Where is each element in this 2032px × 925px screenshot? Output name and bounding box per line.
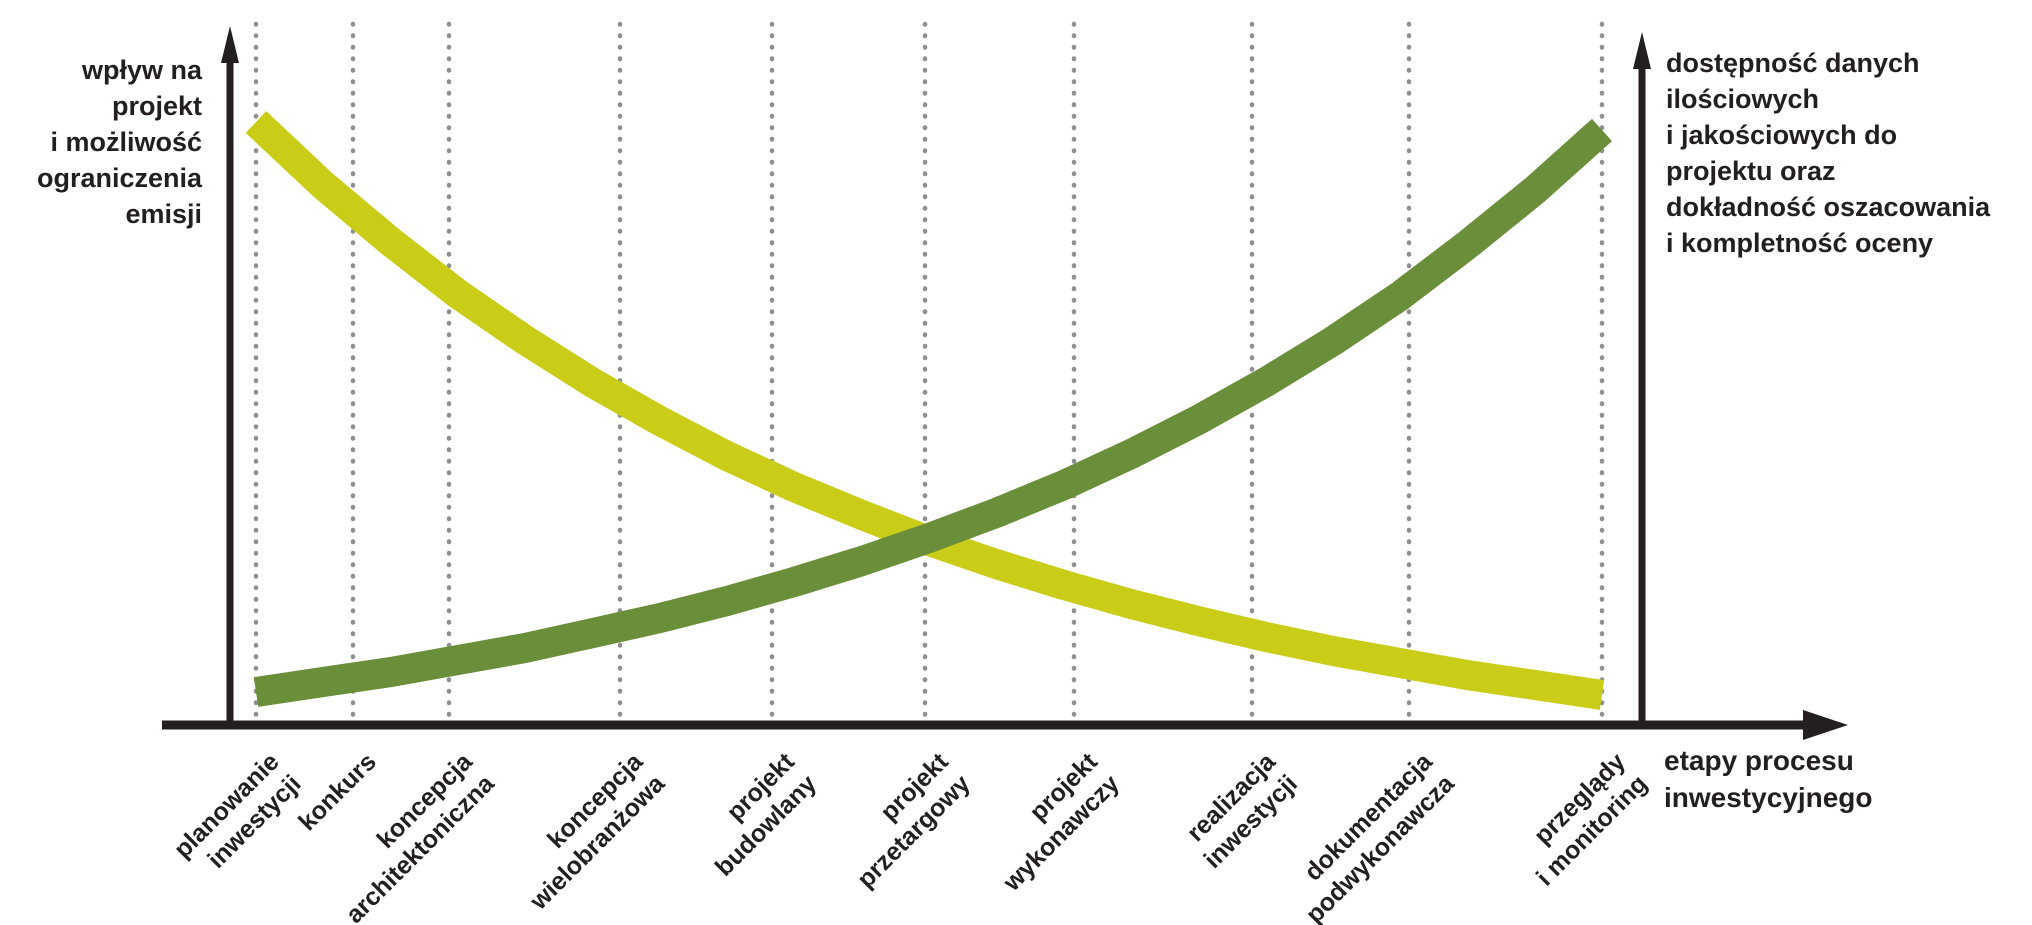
label-line: wpływ na [81,55,202,85]
y-axis-left-label: wpływ na projekt i możliwość ograniczenia em… [0,52,202,232]
label-line: inwestycyjnego [1664,782,1873,813]
label-line: projekt [111,91,202,121]
stage-gridlines [253,21,1605,719]
label-line: ilościowych [1666,84,1820,114]
label-line: i kompletność oceny [1666,228,1934,258]
y-axis-right-label: dostępność danych ilościowych i jakościowy… [1666,45,1990,261]
label-line: i jakościowych do [1666,120,1898,150]
chart-curves [245,111,1613,710]
curve-data-availability [253,118,1613,707]
x-axis-arrow-icon [1803,710,1848,740]
x-axis-title: etapy procesu inwestycyjnego [1664,742,1873,816]
label-line: projektu oraz [1666,156,1836,186]
label-line: dokładność oszacowania [1666,192,1991,222]
y-axis-left-arrow-icon [221,26,239,63]
label-line: dostępność danych [1666,48,1920,78]
curve-impact-on-project [245,111,1605,710]
label-line: ograniczenia [36,163,202,193]
y-axis-right-arrow-icon [1633,32,1651,69]
label-line: etapy procesu [1664,745,1854,776]
label-line: emisji [125,199,202,229]
chart-axes [162,26,1848,740]
label-line: i możliwość [50,127,202,157]
